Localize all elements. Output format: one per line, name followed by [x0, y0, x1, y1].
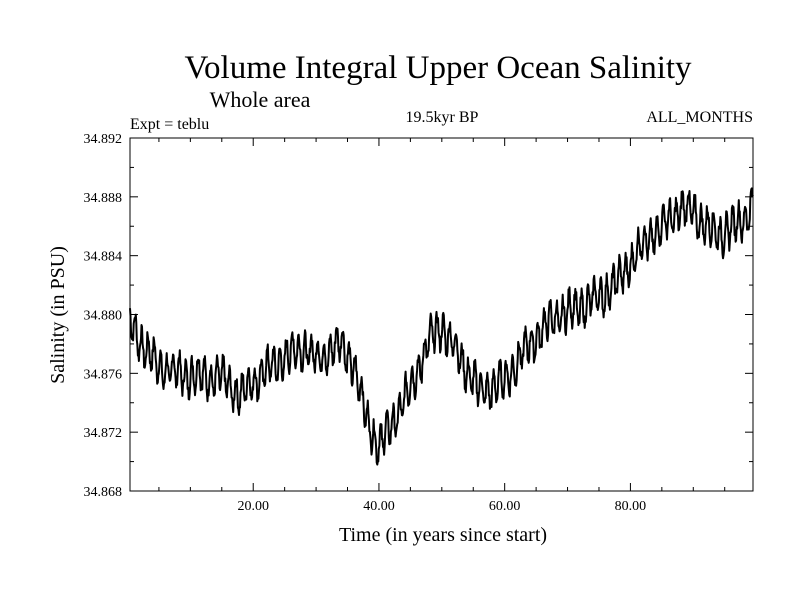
- x-tick-label: 40.00: [363, 499, 395, 514]
- y-tick-label: 34.876: [84, 367, 123, 382]
- y-tick-label: 34.880: [84, 309, 123, 324]
- y-axis-label: Salinity (in PSU): [47, 246, 69, 384]
- y-axis: 34.868 34.872 34.876 34.880 34.884 34.888 34.8…: [84, 132, 753, 500]
- months-label: ALL_MONTHS: [646, 109, 753, 126]
- x-tick-label: 80.00: [615, 499, 647, 514]
- plot-frame: [129, 137, 754, 492]
- period-label: 19.5kyr BP: [406, 109, 479, 126]
- x-axis-label: Time (in years since start): [339, 524, 547, 546]
- salinity-series-line: [129, 187, 754, 466]
- experiment-label: Expt = teblu: [130, 116, 209, 133]
- y-tick-label: 34.888: [84, 191, 123, 206]
- y-tick-label: 34.868: [84, 485, 123, 500]
- x-tick-label: 20.00: [237, 499, 269, 514]
- y-tick-label: 34.892: [84, 132, 123, 147]
- chart-subtitle: Whole area: [210, 87, 311, 112]
- x-tick-label: 60.00: [489, 499, 521, 514]
- x-axis: 20.00 40.00 60.00 80.00: [158, 138, 726, 514]
- y-tick-label: 34.884: [84, 250, 123, 265]
- y-tick-label: 34.872: [84, 426, 123, 441]
- chart-title: Volume Integral Upper Ocean Salinity: [184, 50, 692, 86]
